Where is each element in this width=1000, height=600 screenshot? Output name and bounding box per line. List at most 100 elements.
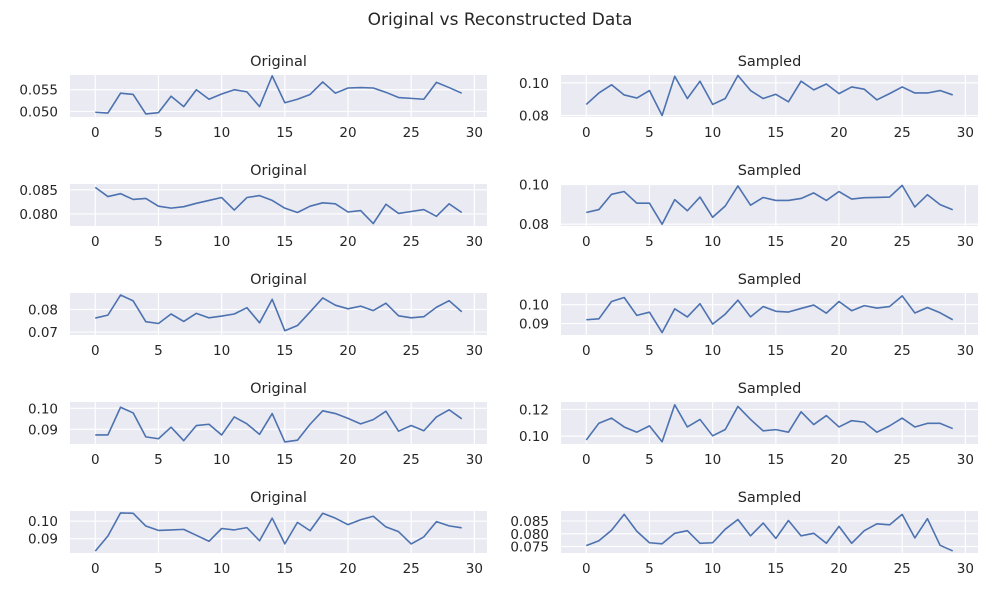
- y-tick-label: 0.080: [510, 527, 549, 543]
- subplot-row2-left: Original 0 5 10 15 20 25 30 0.080 0.085: [19, 163, 487, 250]
- x-tick-label: 10: [213, 125, 230, 141]
- x-tick-label: 20: [339, 234, 356, 250]
- y-tick-label: 0.08: [519, 217, 549, 233]
- x-tick-label: 0: [582, 343, 591, 359]
- x-tick-label: 20: [830, 452, 847, 468]
- subplot-title: Original: [250, 272, 307, 288]
- x-tick-label: 0: [91, 234, 100, 250]
- y-tick-label: 0.080: [19, 207, 58, 223]
- x-tick-label: 25: [894, 452, 911, 468]
- y-tick-label: 0.10: [28, 514, 58, 530]
- x-tick-label: 5: [645, 125, 654, 141]
- subplot-row1-left: Original 0 5 10 15 20 25 30 0.050 0.055: [19, 54, 487, 141]
- x-tick-label: 25: [403, 125, 420, 141]
- y-tick-label: 0.09: [28, 532, 58, 548]
- x-tick-label: 10: [213, 343, 230, 359]
- x-tick-label: 5: [645, 234, 654, 250]
- series-line: [585, 74, 953, 117]
- x-tick-label: 15: [767, 452, 784, 468]
- x-tick-label: 5: [154, 125, 163, 141]
- x-tick-label: 25: [403, 343, 420, 359]
- series-line: [585, 404, 954, 443]
- x-tick-label: 0: [91, 343, 100, 359]
- subplot-title: Sampled: [738, 272, 802, 288]
- x-tick-label: 30: [466, 561, 483, 577]
- x-tick-label: 20: [339, 452, 356, 468]
- subplot-title: Original: [250, 490, 307, 506]
- x-tick-label: 15: [276, 561, 293, 577]
- x-tick-label: 10: [704, 452, 721, 468]
- x-tick-label: 5: [645, 343, 654, 359]
- x-tick-label: 30: [957, 452, 974, 468]
- x-tick-label: 15: [767, 234, 784, 250]
- x-tick-label: 0: [91, 561, 100, 577]
- x-tick-label: 30: [466, 234, 483, 250]
- y-tick-label: 0.08: [28, 302, 58, 318]
- x-tick-label: 10: [213, 234, 230, 250]
- subplot-grid: Original 0 5 10 15 20 25 30 0.050 0.055 Sampled 0 5 1…: [19, 54, 978, 577]
- y-tick-label: 0.10: [519, 76, 549, 92]
- x-tick-label: 30: [466, 452, 483, 468]
- x-tick-label: 0: [91, 452, 100, 468]
- x-tick-label: 30: [957, 561, 974, 577]
- x-tick-label: 10: [704, 234, 721, 250]
- x-tick-label: 5: [154, 452, 163, 468]
- x-tick-label: 25: [403, 561, 420, 577]
- subplot-title: Sampled: [738, 163, 802, 179]
- subplot-row1-right: Sampled 0 5 10 15 20 25 30 0.08 0.10: [519, 54, 978, 141]
- subplot-title: Sampled: [738, 490, 802, 506]
- series-line: [95, 294, 463, 332]
- y-tick-label: 0.12: [519, 402, 549, 418]
- x-tick-label: 5: [645, 561, 654, 577]
- series-line: [95, 75, 463, 115]
- x-tick-label: 25: [403, 234, 420, 250]
- y-tick-label: 0.07: [28, 325, 58, 341]
- x-tick-label: 20: [339, 561, 356, 577]
- y-tick-label: 0.075: [510, 540, 549, 556]
- y-tick-label: 0.10: [519, 298, 549, 314]
- subplot-title: Sampled: [738, 54, 802, 70]
- series-line: [585, 513, 954, 552]
- x-tick-label: 20: [339, 125, 356, 141]
- series-line: [586, 295, 954, 334]
- y-tick-label: 0.09: [28, 422, 58, 438]
- x-tick-label: 15: [276, 343, 293, 359]
- plot-area: [70, 402, 487, 444]
- y-tick-label: 0.085: [510, 514, 549, 530]
- x-tick-label: 30: [466, 125, 483, 141]
- x-tick-label: 30: [466, 343, 483, 359]
- plot-area: [561, 511, 978, 553]
- x-tick-label: 20: [830, 343, 847, 359]
- x-tick-label: 5: [645, 452, 654, 468]
- x-tick-label: 0: [582, 234, 591, 250]
- y-tick-label: 0.10: [519, 178, 549, 194]
- plot-area: [561, 402, 978, 444]
- plot-area: [561, 184, 978, 226]
- x-tick-label: 30: [957, 234, 974, 250]
- x-tick-label: 0: [582, 561, 591, 577]
- x-tick-label: 25: [894, 125, 911, 141]
- x-tick-label: 20: [339, 343, 356, 359]
- x-tick-label: 0: [91, 125, 100, 141]
- subplot-title: Sampled: [738, 381, 802, 397]
- plot-area: [70, 75, 487, 117]
- y-tick-label: 0.08: [519, 109, 549, 125]
- y-tick-label: 0.09: [519, 317, 549, 333]
- subplot-row3-left: Original 0 5 10 15 20 25 30 0.07 0.08: [28, 272, 487, 359]
- x-tick-label: 15: [767, 343, 784, 359]
- x-tick-label: 25: [894, 561, 911, 577]
- y-tick-label: 0.055: [19, 83, 58, 99]
- y-tick-label: 0.10: [519, 429, 549, 445]
- subplot-row3-right: Sampled 0 5 10 15 20 25 30 0.09 0.10: [519, 272, 978, 359]
- subplot-title: Original: [250, 381, 307, 397]
- y-tick-label: 0.085: [19, 183, 58, 199]
- series-line: [586, 184, 954, 226]
- x-tick-label: 10: [213, 452, 230, 468]
- y-tick-label: 0.10: [28, 401, 58, 417]
- x-tick-label: 25: [894, 234, 911, 250]
- x-tick-label: 15: [767, 561, 784, 577]
- x-tick-label: 15: [276, 234, 293, 250]
- y-tick-label: 0.050: [19, 104, 58, 120]
